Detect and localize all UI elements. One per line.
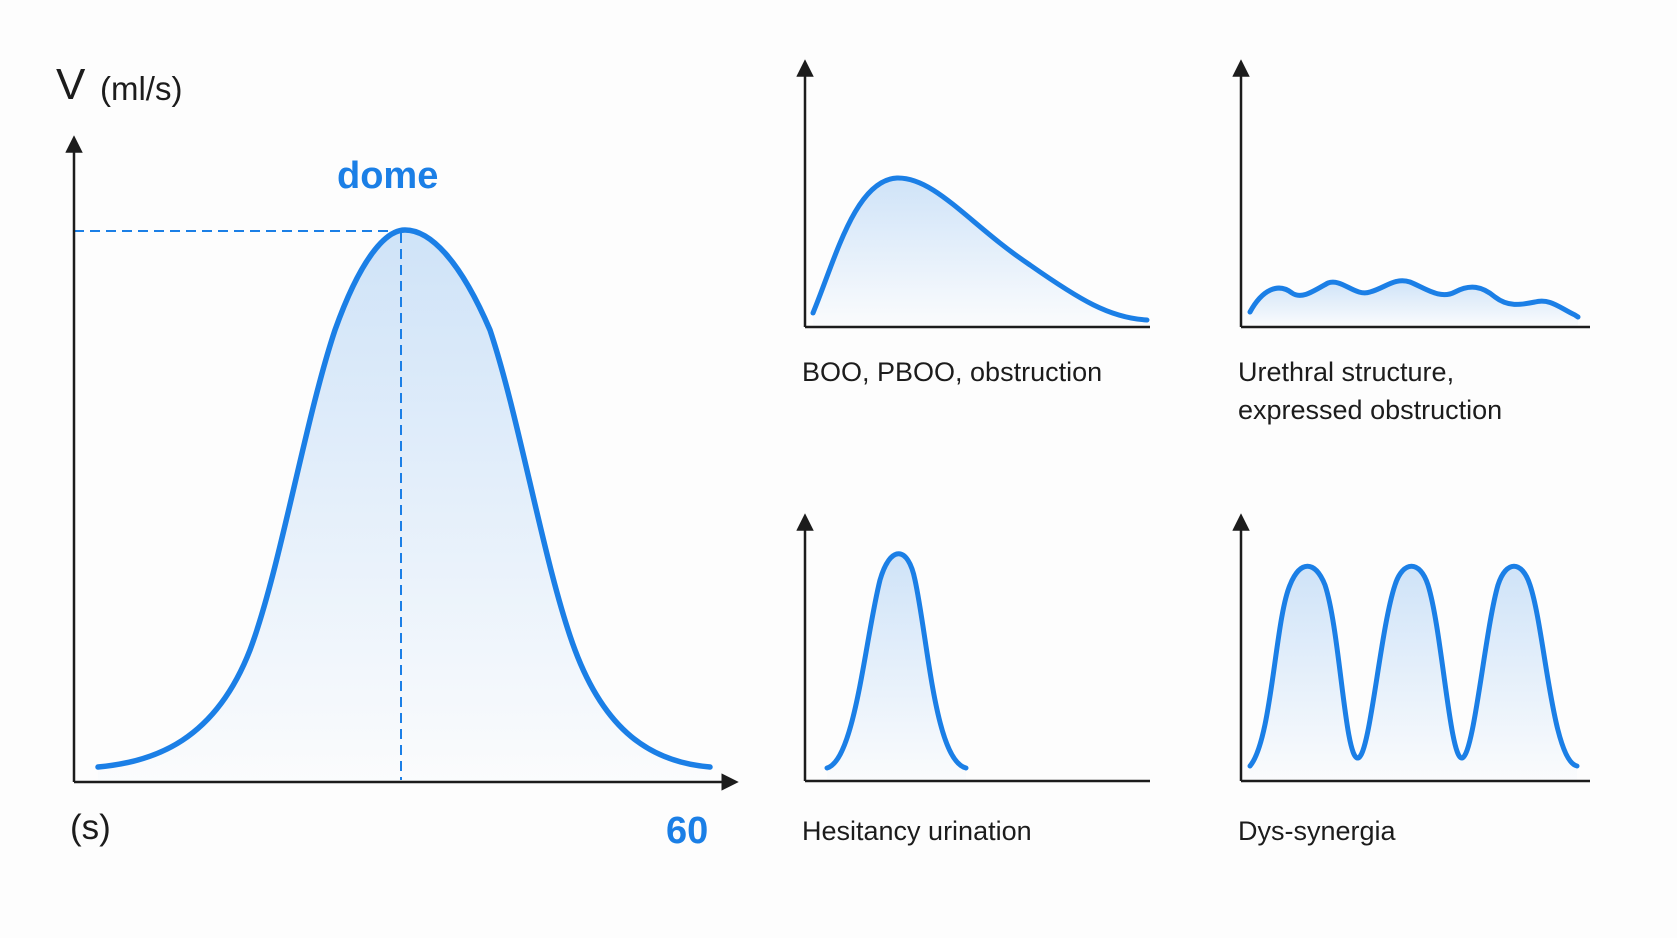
caption-urethral-line-1: Urethral structure, (1238, 357, 1455, 387)
main-curve-fill (98, 230, 710, 782)
caption-dyssynergia: Dys-synergia (1238, 816, 1396, 846)
x-axis-unit: (s) (70, 808, 111, 847)
urethral-curve (1247, 278, 1581, 320)
y-axis-label: V (56, 60, 86, 109)
hesitancy-curve-fill (827, 553, 966, 781)
boo-curve (810, 175, 1150, 323)
urethral-curve-fill (1250, 280, 1578, 327)
caption-urethral-line-2: expressed obstruction (1238, 395, 1503, 425)
x-axis-max-label: 60 (666, 810, 709, 852)
caption-hesitancy: Hesitancy urination (802, 816, 1032, 846)
panel-dyssynergia-chart (1232, 513, 1590, 783)
caption-urethral: Urethral structure, expressed obstructio… (1238, 353, 1502, 429)
panel-boo-chart (796, 59, 1150, 329)
panel-hesitancy-chart (796, 513, 1150, 783)
dyssynergia-curve (1247, 563, 1580, 769)
caption-boo: BOO, PBOO, obstruction (802, 357, 1103, 387)
peak-label: dome (337, 155, 439, 197)
main-curve (95, 227, 713, 770)
hesitancy-curve (824, 551, 969, 771)
dyssynergia-curve-fill (1250, 566, 1577, 781)
y-axis-unit: (ml/s) (100, 70, 183, 107)
main-chart (65, 135, 739, 791)
panel-urethral-chart (1232, 59, 1590, 329)
